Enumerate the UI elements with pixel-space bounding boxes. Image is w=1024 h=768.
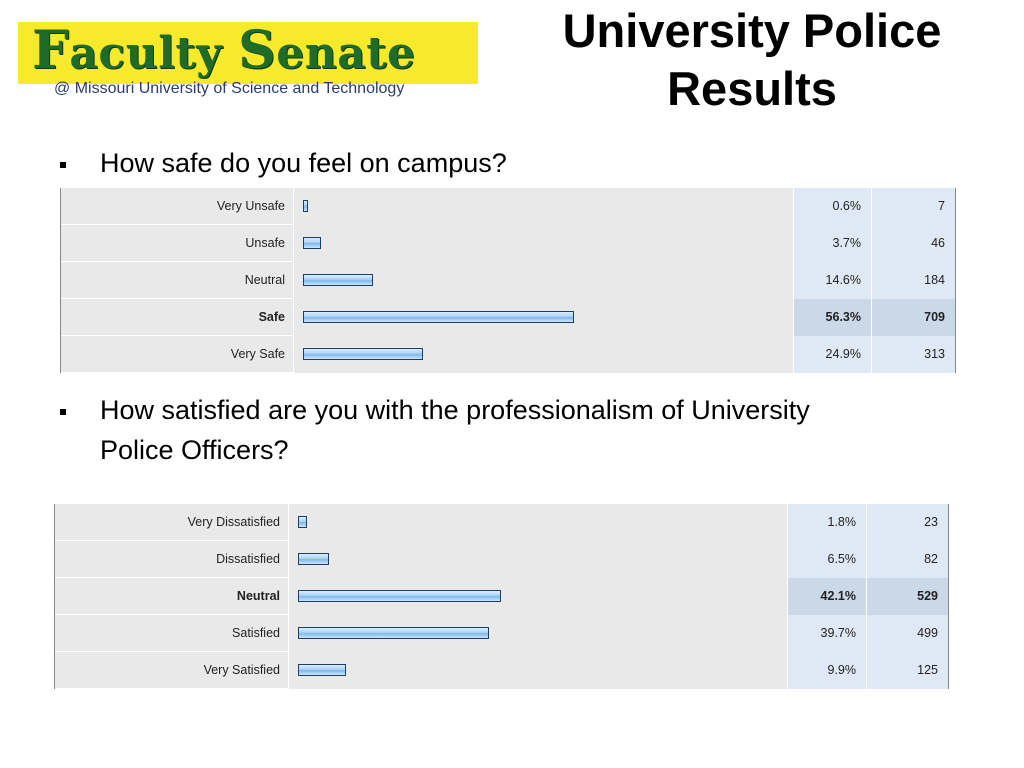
table-row: Neutral 42.1% 529 [55,578,948,615]
results-table-safety: Very Unsafe 0.6% 7 Unsafe 3.7% 46 Neutral 14.6%… [60,188,956,373]
count-value: 709 [871,299,955,336]
percentage-bar [298,664,346,676]
bar-cell [288,504,787,541]
results-table-professionalism: Very Dissatisfied 1.8% 23 Dissatisfied 6.5% 8… [54,504,949,689]
count-value: 125 [866,652,948,689]
question-2-text: How satisfied are you with the professio… [100,395,810,465]
percentage-bar [303,311,574,323]
row-label: Neutral [236,589,280,603]
slide-title-line2: Results [667,62,837,115]
count-value: 23 [866,504,948,541]
logo-word-senate: enate [276,28,416,79]
percent-value: 56.3% [793,299,871,336]
percentage-bar [303,274,373,286]
bar-cell [293,188,793,225]
percentage-bar [298,516,307,528]
logo-cap-s: S [238,20,277,81]
question-1: How safe do you feel on campus? [60,143,860,183]
table-row: Satisfied 39.7% 499 [55,615,948,652]
table-row: Safe 56.3% 709 [61,299,955,336]
count-value: 46 [871,225,955,262]
logo-wordmark: Faculty Senate [32,20,416,81]
bullet-icon [60,390,66,430]
bar-cell [293,262,793,299]
count-value: 313 [871,336,955,373]
slide-title-line1: University Police [562,4,942,57]
percentage-bar [298,590,501,602]
percent-value: 39.7% [787,615,866,652]
bar-cell [293,225,793,262]
logo-word-faculty: aculty [69,28,223,79]
percent-value: 42.1% [787,578,866,615]
bar-cell [288,578,787,615]
percent-value: 24.9% [793,336,871,373]
percentage-bar [303,348,423,360]
row-label: Neutral [244,273,285,287]
table-row: Dissatisfied 6.5% 82 [55,541,948,578]
table-row: Very Unsafe 0.6% 7 [61,188,955,225]
bar-cell [288,652,787,689]
row-label: Safe [258,310,285,324]
row-label: Unsafe [245,236,285,250]
logo-cap-f: F [32,20,70,81]
table-row: Unsafe 3.7% 46 [61,225,955,262]
row-label: Satisfied [232,626,280,640]
table-row: Very Satisfied 9.9% 125 [55,652,948,689]
percentage-bar [303,237,321,249]
question-1-text: How safe do you feel on campus? [100,148,507,178]
percentage-bar [298,553,329,565]
faculty-senate-logo: Faculty Senate @ Missouri University of … [18,14,480,106]
count-value: 499 [866,615,948,652]
count-value: 184 [871,262,955,299]
percent-value: 14.6% [793,262,871,299]
row-label: Very Safe [230,347,285,361]
percentage-bar [303,200,308,212]
percentage-bar [298,627,489,639]
percent-value: 0.6% [793,188,871,225]
logo-subtitle: @ Missouri University of Science and Tec… [54,80,405,97]
table-row: Neutral 14.6% 184 [61,262,955,299]
slide-title: University Police Results [500,2,1004,118]
question-2: How satisfied are you with the professio… [60,390,880,472]
bar-cell [288,541,787,578]
row-label: Very Satisfied [203,663,280,677]
table-row: Very Safe 24.9% 313 [61,336,955,373]
percent-value: 3.7% [793,225,871,262]
percent-value: 9.9% [787,652,866,689]
count-value: 529 [866,578,948,615]
bullet-icon [60,143,66,183]
percent-value: 1.8% [787,504,866,541]
percent-value: 6.5% [787,541,866,578]
bar-cell [288,615,787,652]
row-label: Very Dissatisfied [187,515,280,529]
bar-cell [293,336,793,373]
bar-cell [293,299,793,336]
count-value: 82 [866,541,948,578]
table-row: Very Dissatisfied 1.8% 23 [55,504,948,541]
count-value: 7 [871,188,955,225]
row-label: Very Unsafe [216,199,285,213]
row-label: Dissatisfied [216,552,280,566]
logo-yellow-band [18,22,478,84]
